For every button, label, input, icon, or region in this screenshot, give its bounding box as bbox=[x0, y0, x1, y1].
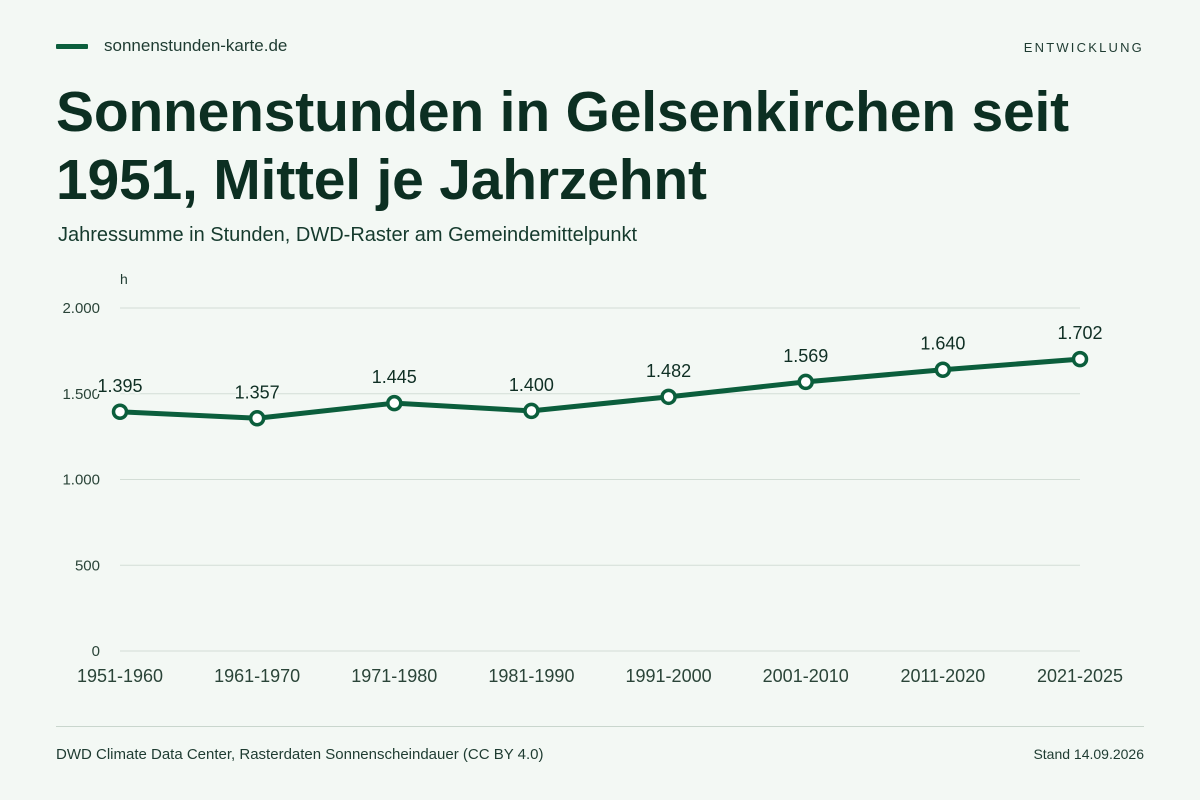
data-point bbox=[111, 403, 129, 421]
data-point bbox=[1071, 350, 1089, 368]
data-label: 1.357 bbox=[235, 382, 280, 402]
x-tick-label: 1951-1960 bbox=[77, 666, 163, 686]
page-subtitle: Jahressumme in Stunden, DWD-Raster am Ge… bbox=[58, 224, 638, 246]
data-label: 1.445 bbox=[372, 367, 417, 387]
y-tick-label: 2.000 bbox=[62, 300, 100, 317]
source-note: DWD Climate Data Center, Rasterdaten Son… bbox=[56, 746, 544, 763]
y-tick-label: 1.500 bbox=[62, 386, 100, 403]
data-point bbox=[523, 402, 540, 420]
series-line bbox=[117, 356, 1083, 421]
y-tick-label: 500 bbox=[75, 557, 100, 574]
x-tick-label: 1991-2000 bbox=[626, 666, 712, 686]
x-tick-label: 2021-2025 bbox=[1037, 666, 1123, 686]
data-label: 1.400 bbox=[509, 375, 554, 395]
page-title: Sonnenstunden in Gelsenkirchen seit 1951… bbox=[56, 80, 1069, 212]
data-label: 1.702 bbox=[1057, 323, 1102, 343]
data-point bbox=[660, 388, 677, 406]
brand-name: sonnenstunden-karte.de bbox=[104, 36, 288, 55]
data-label: 1.640 bbox=[920, 334, 965, 354]
data-point bbox=[248, 410, 266, 427]
footer-divider bbox=[56, 726, 1144, 727]
x-tick-label: 1971-1980 bbox=[351, 666, 437, 686]
y-tick-label: 0 bbox=[92, 643, 100, 660]
x-tick-label: 1961-1970 bbox=[214, 666, 300, 686]
brand: sonnenstunden-karte.de bbox=[56, 36, 287, 56]
data-label: 1.569 bbox=[783, 346, 828, 366]
data-label: 1.395 bbox=[97, 376, 142, 396]
x-tick-label: 1981-1990 bbox=[488, 666, 574, 686]
y-tick-label: 1.000 bbox=[62, 472, 100, 489]
data-point bbox=[386, 394, 403, 412]
section-tag: ENTWICKLUNG bbox=[1023, 40, 1144, 55]
x-tick-label: 2001-2010 bbox=[763, 666, 849, 686]
x-tick-label: 2011-2020 bbox=[900, 666, 985, 686]
brand-bar bbox=[56, 43, 88, 49]
data-point bbox=[934, 361, 952, 378]
date-stamp: Stand 14.09.2026 bbox=[1033, 746, 1144, 762]
data-point bbox=[797, 373, 814, 391]
data-label: 1.482 bbox=[646, 361, 691, 381]
y-axis-unit-label: h bbox=[120, 271, 128, 287]
